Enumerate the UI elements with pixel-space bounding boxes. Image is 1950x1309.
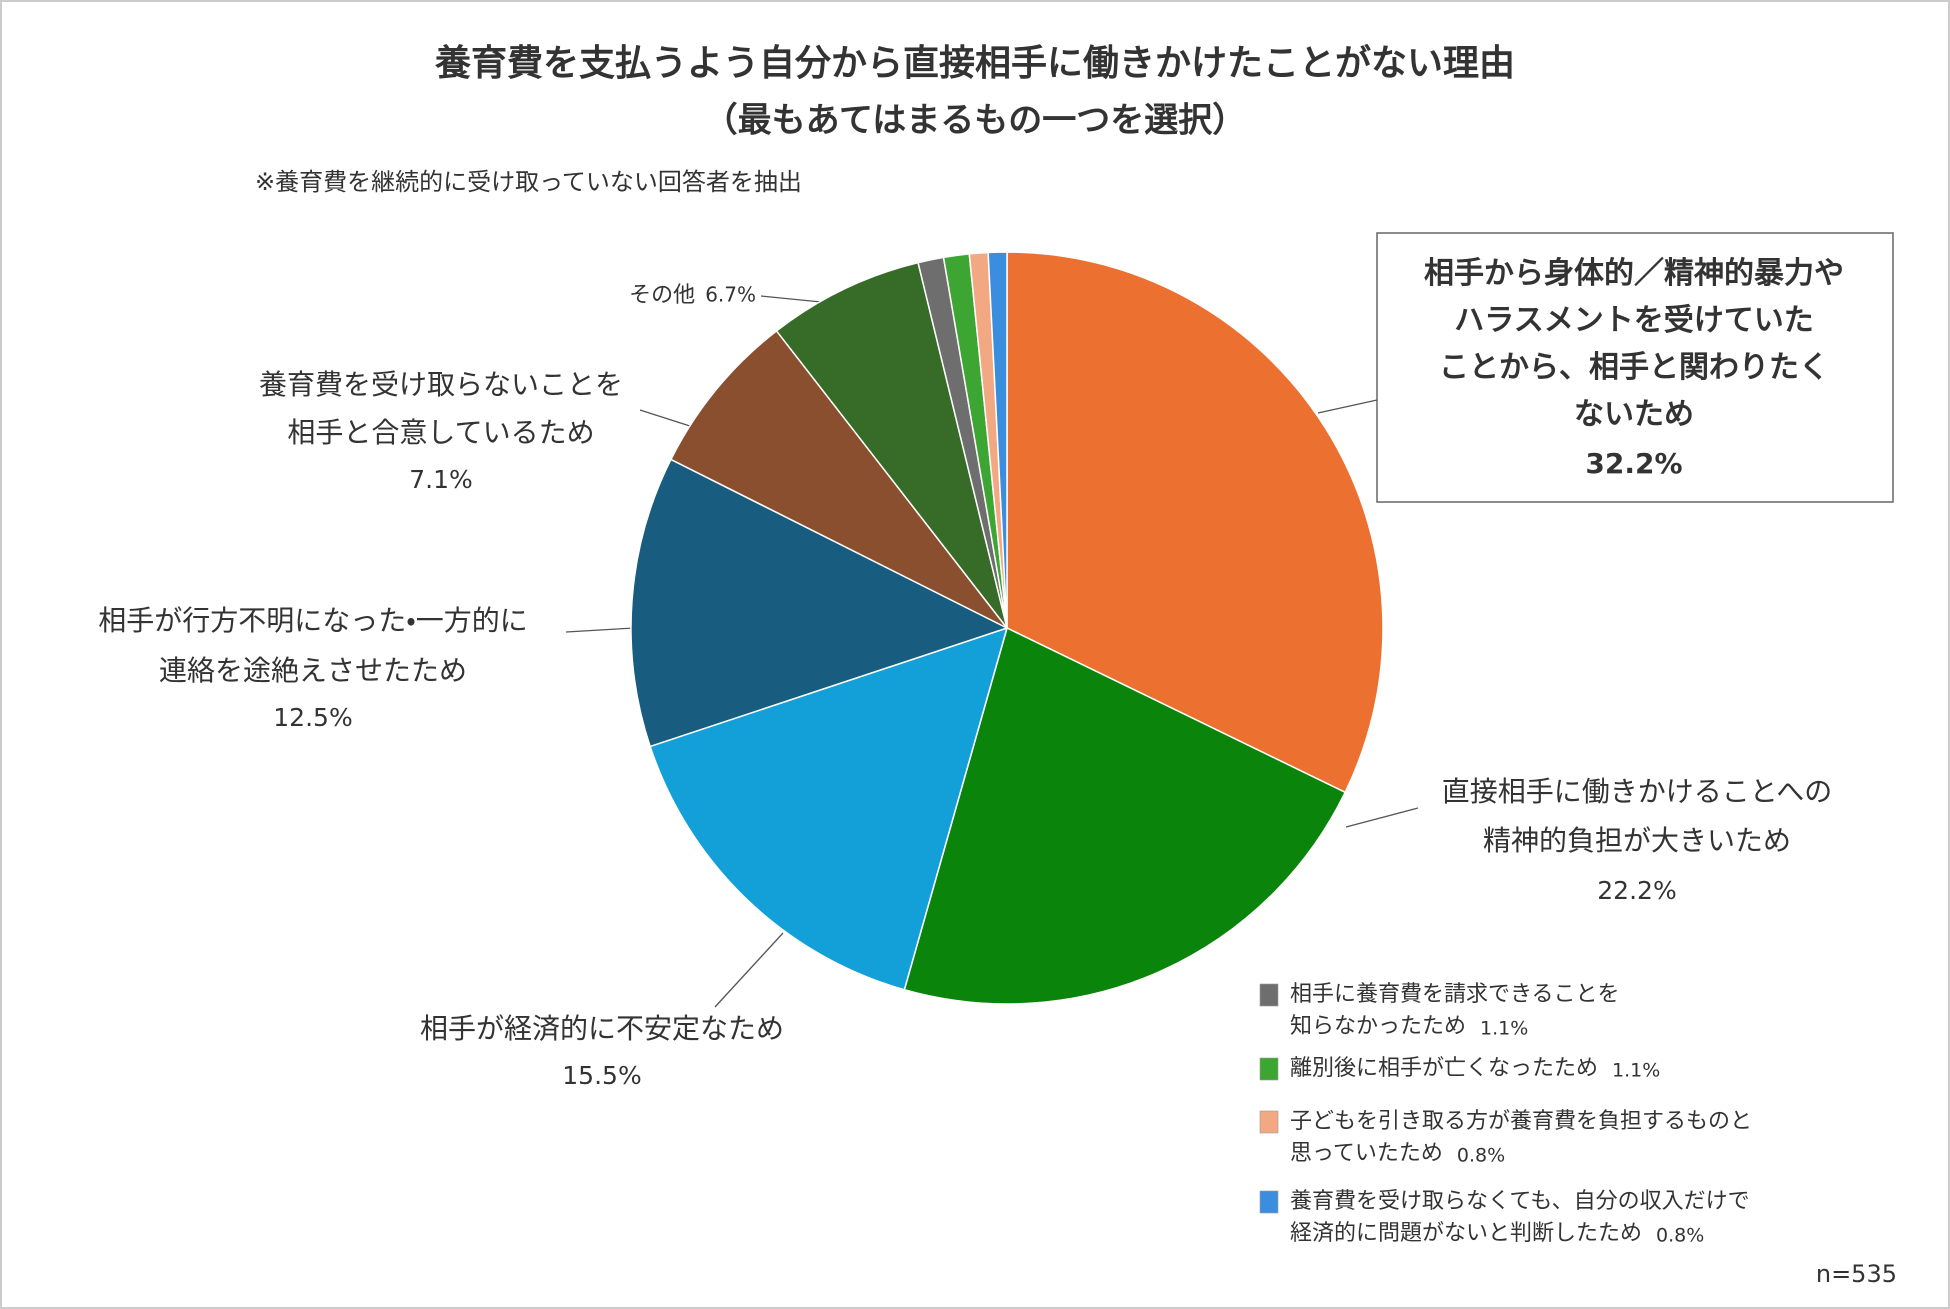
pie-slice [775,261,1008,629]
legend-label: 養育費を受け取らなくても、自分の収入だけで経済的に問題がないと判断したため [1290,1189,1750,1246]
value-label: 12.5% [273,703,352,732]
leader-line [565,627,635,633]
value-label: 15.5% [562,1061,641,1090]
legend-label: 相手に養育費を請求できることを知らなかったため [1290,982,1620,1039]
slice-label: 直接相手に働きかけることへの精神的負担が大きいため [1442,775,1833,857]
chart-note: ※養育費を継続的に受け取っていない回答者を抽出 [255,168,802,196]
legend-value: 1.1% [1480,1018,1528,1040]
leader-line [1317,399,1378,414]
pie-slice [987,251,1008,629]
legend-swatch [1259,983,1279,1007]
legend-value: 1.1% [1612,1060,1660,1082]
slice-label: 相手が行方不明になった・一方的に連絡を途絶えさせたため [98,604,528,687]
legend-value: 0.8% [1656,1225,1704,1247]
slice-label: 相手から身体的／精神的暴力やハラスメントを受けていたことから、相手と関わりたくな… [1424,256,1844,432]
sample-size: n=535 [1816,1260,1897,1288]
value-label: 6.7% [705,283,756,307]
slice-label: 相手が経済的に不安定なため [420,1012,784,1045]
leader-line [1345,807,1419,828]
pie-slice [669,329,1008,629]
leader-line [714,932,784,1008]
value-label: 32.2% [1585,447,1682,480]
pie-slice [649,626,1009,991]
pie-slice [1006,251,1384,794]
legend-swatch [1259,1057,1279,1081]
callout-box [1376,232,1894,503]
value-label: 22.2% [1597,876,1676,905]
legend-label: 子どもを引き取る方が養育費を負担するものと思っていたため [1290,1109,1752,1166]
leader-line [639,409,694,428]
chart-title: 養育費を支払うよう自分から直接相手に働きかけたことがない理由 [435,43,1515,84]
pie-slice [630,458,1009,748]
legend-swatch [1259,1190,1279,1214]
slice-label: その他 [629,283,695,308]
legend-label: 離別後に相手が亡くなったため [1290,1056,1598,1081]
legend-value: 0.8% [1457,1145,1505,1167]
slice-label: 養育費を受け取らないことを相手と合意しているため [259,368,623,449]
leader-line [760,295,822,303]
chart-subtitle: （最もあてはまるもの一つを選択） [704,101,1247,141]
pie-slice [903,626,1347,1005]
value-label: 7.1% [409,465,473,494]
legend-swatch [1259,1110,1279,1134]
